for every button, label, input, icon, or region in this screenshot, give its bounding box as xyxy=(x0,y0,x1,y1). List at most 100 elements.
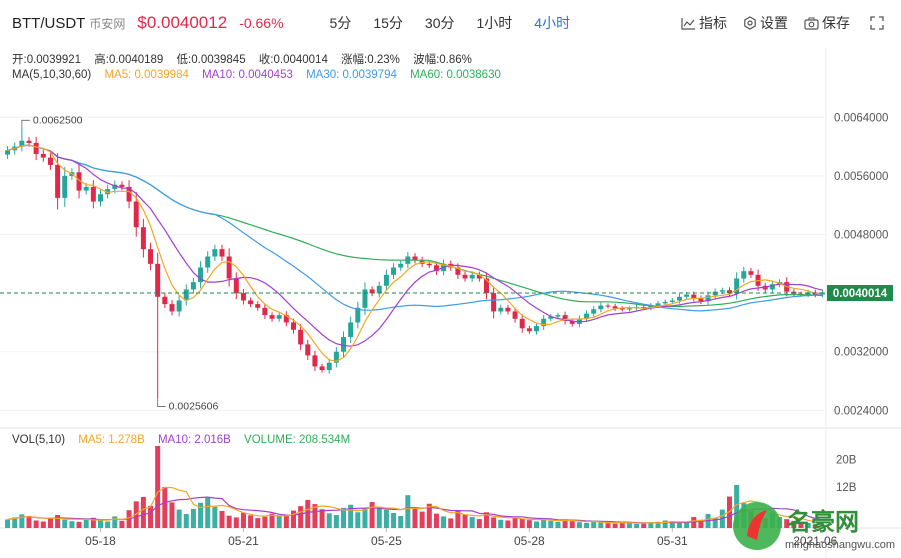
candle-body xyxy=(741,271,747,279)
ma-label: MA(5,10,30,60) xyxy=(12,69,92,81)
candle-body xyxy=(669,300,675,302)
candle-body xyxy=(655,303,661,306)
candle-body xyxy=(26,140,32,143)
volume-bar xyxy=(33,520,39,528)
volume-bar xyxy=(369,502,375,528)
volume-bar xyxy=(290,510,296,528)
candle-body xyxy=(705,295,711,302)
settings-button[interactable]: 设置 xyxy=(743,13,788,33)
ma5-value: MA5: 0.0039984 xyxy=(104,69,189,81)
tab-30m[interactable]: 30分 xyxy=(424,15,455,31)
volume-bar xyxy=(162,487,168,528)
volume-bar xyxy=(176,509,182,528)
volume-bar xyxy=(190,508,196,528)
candle-body xyxy=(248,300,254,305)
x-tick-label: 2021-06 xyxy=(793,534,837,548)
low-value: 低:0.0039845 xyxy=(176,54,246,66)
volume-bar xyxy=(276,515,282,528)
candle-body xyxy=(662,301,668,304)
volume-bar xyxy=(376,507,382,528)
candle-body xyxy=(33,142,39,154)
expand-icon xyxy=(870,16,884,30)
volume-bar xyxy=(727,496,733,528)
volume-bar xyxy=(383,509,389,528)
candle-body xyxy=(734,278,740,294)
volume-bar xyxy=(391,512,397,528)
volume-bar xyxy=(448,518,454,528)
candle-body xyxy=(541,318,547,327)
candle-body xyxy=(684,294,690,297)
candle-body xyxy=(283,315,289,323)
last-price-tag xyxy=(827,285,893,302)
volume-bar xyxy=(76,521,82,528)
volume-bar xyxy=(348,504,354,528)
volume-bar xyxy=(419,511,425,528)
volume-bar xyxy=(219,510,225,528)
save-button[interactable]: 保存 xyxy=(804,13,850,33)
high-value: 高:0.0040189 xyxy=(94,54,164,66)
volume-bar xyxy=(805,522,811,528)
watermark-url: minghaoshangwu.com xyxy=(785,539,895,551)
amplitude-value: 波幅:0.86% xyxy=(413,54,472,66)
volume-bar xyxy=(240,512,246,528)
candle-body xyxy=(126,186,132,202)
watermark-name: 名豪网 xyxy=(787,508,859,536)
candle-body xyxy=(491,293,497,312)
candle-body xyxy=(476,274,482,279)
volume-bar xyxy=(26,516,32,528)
fullscreen-button[interactable] xyxy=(870,13,887,33)
tab-15m[interactable]: 15分 xyxy=(373,15,403,31)
tab-5m[interactable]: 5分 xyxy=(329,15,352,31)
candle-body xyxy=(40,153,46,158)
current-price: $0.0040012 xyxy=(137,13,228,32)
volume-bar xyxy=(305,499,311,528)
close-value: 收:0.0040014 xyxy=(258,54,328,66)
candle-body xyxy=(333,351,339,363)
volume-bar xyxy=(205,497,211,528)
x-tick-label: 05-18 xyxy=(85,534,116,548)
candle-body xyxy=(155,263,161,297)
volume-bar xyxy=(619,522,625,528)
indicators-button[interactable]: 指标 xyxy=(681,13,727,33)
candle-body xyxy=(183,289,189,301)
volume-bar xyxy=(319,509,325,528)
candle-body xyxy=(376,285,382,294)
volume-bar xyxy=(341,507,347,528)
candle-body xyxy=(483,278,489,294)
tab-1h[interactable]: 1小时 xyxy=(476,15,513,31)
volume-bar xyxy=(426,503,432,528)
volume-bar xyxy=(812,524,818,528)
min-annotation-label: 0.0025606 xyxy=(169,401,219,413)
volume-bar xyxy=(605,523,611,528)
candle-body xyxy=(526,328,532,332)
tab-4h[interactable]: 4小时 xyxy=(534,15,571,31)
candle-body xyxy=(262,307,268,316)
volume-bar xyxy=(69,521,75,528)
candle-body xyxy=(691,294,697,299)
candle-body xyxy=(90,186,96,202)
candle-body xyxy=(619,308,625,310)
candle-body xyxy=(748,271,754,275)
volume-bar xyxy=(712,517,718,528)
price-change: -0.66% xyxy=(239,15,284,31)
candle-body xyxy=(276,315,282,319)
volume-bar xyxy=(641,523,647,528)
volume-bar xyxy=(512,517,518,528)
volume-bar xyxy=(655,521,661,528)
candle-body xyxy=(176,300,182,312)
candle-body xyxy=(498,307,504,312)
volume-tick-label: 12B xyxy=(836,482,857,494)
volume-ma5-line xyxy=(7,486,823,525)
ma-legend: MA(5,10,30,60) MA5: 0.0039984 MA10: 0.00… xyxy=(12,69,511,81)
pair-name[interactable]: BTT/USDT xyxy=(12,14,86,32)
volume-bar xyxy=(262,516,268,528)
y-tick-label: 0.0032000 xyxy=(834,347,888,359)
camera-icon xyxy=(804,17,819,30)
volume-bar xyxy=(784,519,790,528)
volume-bar xyxy=(441,516,447,528)
volume-bar xyxy=(233,517,239,528)
volume-bar xyxy=(355,512,361,528)
volume-bar xyxy=(483,512,489,528)
y-tick-label: 0.0048000 xyxy=(834,230,888,242)
